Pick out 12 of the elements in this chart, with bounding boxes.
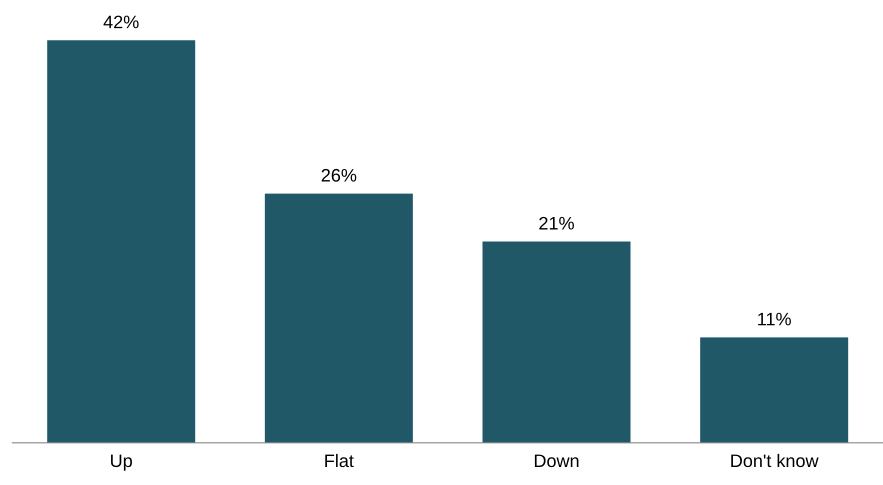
x-tick-label: Down	[534, 454, 578, 468]
x-tick-label: Flat	[325, 454, 354, 468]
bar	[47, 40, 196, 443]
bar	[264, 194, 413, 443]
bar	[700, 337, 848, 443]
data-label: 21%	[539, 216, 574, 230]
x-tick-label: Up	[111, 454, 132, 471]
data-label: 42%	[104, 16, 139, 28]
bar	[482, 242, 631, 443]
x-tick-label: Don't know	[731, 454, 819, 468]
data-label: 11%	[758, 312, 791, 326]
data-label: 26%	[322, 168, 356, 182]
